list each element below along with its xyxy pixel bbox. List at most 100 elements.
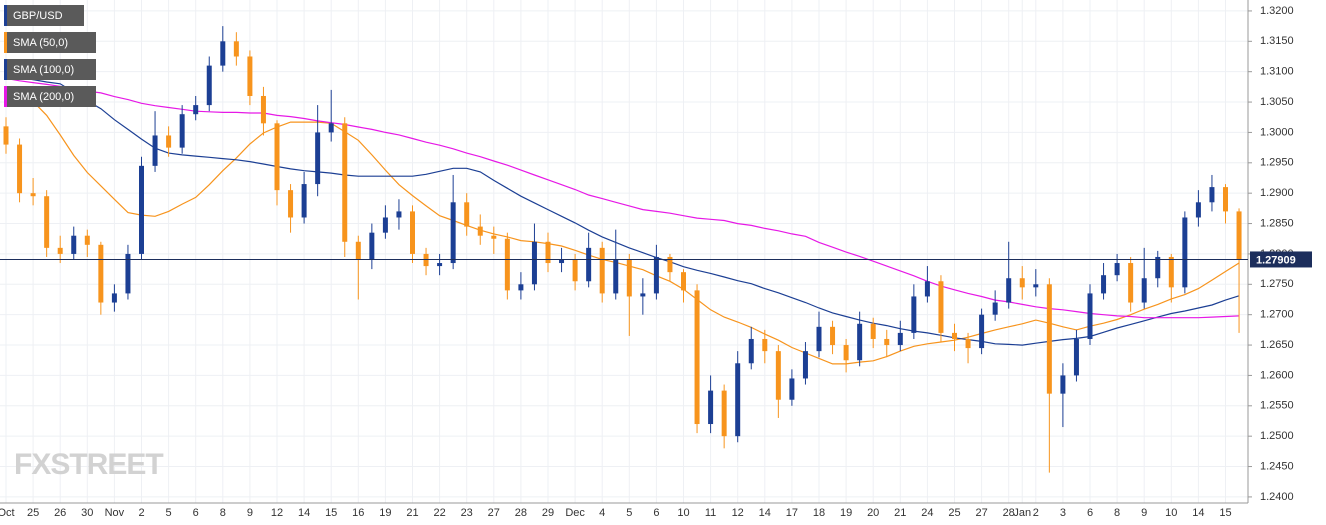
candle-body [870,323,876,339]
candle-body [708,390,714,425]
x-tick-label: 9 [247,507,253,519]
x-tick-label: 30 [81,507,93,519]
sma-line [5,77,1240,319]
candle-body [220,41,226,66]
legend-swatch [4,32,7,53]
candle-body [247,56,253,96]
x-tick-label: 9 [1141,507,1147,519]
legend-box [4,32,96,53]
x-tick-label: 3 [1060,507,1066,519]
candle-body [369,232,375,261]
candle-body [897,332,903,346]
x-tick-label: 15 [1219,507,1231,519]
legend-swatch [4,5,7,26]
x-tick-label: 2 [138,507,144,519]
candle-body [84,235,90,245]
candle-body [139,165,144,254]
candle-body [1019,278,1025,288]
candle-body [1236,211,1242,260]
candle-body [1223,187,1228,212]
x-tick-label: 28 [515,507,527,519]
x-tick-label: 24 [921,507,933,519]
candle-body [355,241,361,261]
candle-body [1195,202,1201,218]
candle-body [315,132,321,185]
candle-body [748,338,754,364]
candle-body [911,296,917,333]
candle-body [789,378,795,400]
candle-body [1182,217,1188,288]
candle-body [816,326,822,352]
candle-body [166,135,172,148]
x-tick-label: 19 [379,507,391,519]
x-tick-label: 2 [1033,507,1039,519]
y-tick-label: 1.2500 [1260,430,1294,442]
candle-body [1060,375,1066,394]
candle-body [613,260,619,294]
x-tick-label: 8 [220,507,226,519]
candle-body [98,244,104,303]
x-tick-label: 27 [488,507,500,519]
x-tick-label: 6 [193,507,199,519]
candle-body [1128,263,1134,303]
candle-body [802,351,808,379]
x-tick-label: 25 [27,507,39,519]
candle-body [843,345,849,361]
last-price-label: 1.27909 [1256,254,1296,266]
candle-body [1101,275,1107,294]
candle-body [775,351,781,400]
candle-body [504,238,510,291]
candle-body [857,323,863,361]
x-tick-label: 19 [840,507,852,519]
legend-box [4,5,84,26]
candle-body [559,260,565,264]
candle-body [30,193,36,197]
x-tick-label: 11 [705,507,716,519]
candle-body [1155,256,1161,279]
candle-body [884,338,890,346]
candle-body [342,123,348,242]
x-tick-label: 26 [54,507,66,519]
candle-body [260,95,266,124]
candle-body [396,211,402,218]
y-tick-label: 1.2650 [1260,339,1294,351]
candle-body [477,226,483,236]
sma-line [5,87,1240,365]
candle-body [735,363,741,437]
candle-body [721,390,727,437]
candle-body [71,235,77,254]
candle-body [57,247,63,254]
legend-swatch [4,86,7,107]
candle-body [1141,278,1147,303]
candle-body [1168,256,1174,288]
x-tick-label: 12 [271,507,283,519]
candle-body [1073,338,1079,376]
last-price-tag [1250,251,1312,268]
candle-body [382,217,388,233]
candle-body [626,260,632,297]
y-tick-label: 1.3150 [1260,35,1294,47]
y-tick-label: 1.3000 [1260,126,1294,138]
candle-body [938,281,944,333]
candle-body [193,105,199,115]
candle-body [979,314,985,349]
y-tick-label: 1.2400 [1260,491,1294,503]
x-tick-label: 5 [626,507,632,519]
x-tick-label: 20 [867,507,879,519]
candle-body [924,281,930,297]
candle-body [830,326,836,346]
x-tick-label: Jan [1013,507,1031,519]
x-tick-label: 14 [759,507,771,519]
x-tick-label: 28 [1003,507,1015,519]
candle-body [640,293,646,297]
x-tick-label: 8 [1114,507,1120,519]
candle-body [423,253,429,267]
legend-label: GBP/USD [13,10,63,22]
candle-body [1033,284,1039,288]
y-tick-label: 1.3200 [1260,5,1294,17]
legend-swatch [4,59,7,80]
candle-body [952,332,957,339]
candle-body [1114,263,1120,276]
candle-body [992,302,998,315]
plot-background [0,0,1248,503]
